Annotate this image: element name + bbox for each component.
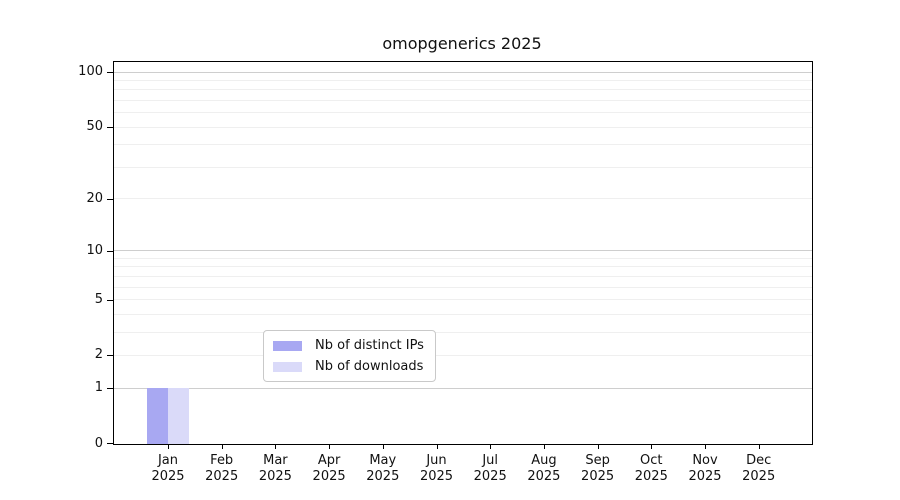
gridline-minor: [114, 99, 812, 101]
y-tick-label: 20: [86, 190, 103, 206]
x-tick-label: Jun 2025: [392, 453, 482, 485]
x-axis-tick: [221, 444, 223, 449]
y-tick-label: 1: [94, 380, 103, 396]
x-tick-label: Jul 2025: [445, 453, 535, 485]
gridline-minor: [114, 299, 812, 301]
y-tick-label: 100: [78, 64, 103, 80]
x-tick-label: Dec 2025: [714, 453, 804, 485]
x-axis-tick: [168, 444, 169, 449]
legend-item: Nb of downloads: [273, 359, 424, 374]
y-axis-tick: [107, 355, 113, 357]
x-tick-year: 2025: [742, 469, 776, 484]
x-tick-label: Aug 2025: [499, 453, 589, 485]
x-tick-year: 2025: [312, 469, 346, 484]
y-axis-tick: [107, 299, 113, 301]
y-axis-tick: [107, 250, 113, 252]
x-tick-month: Feb: [210, 453, 234, 468]
x-tick-year: 2025: [688, 469, 722, 484]
plot-area: 0 1 2 5 10 20 50 100 Jan 2025 Feb 2025 Mar 2025 Apr 202…: [78, 61, 813, 484]
x-tick-label: Mar 2025: [230, 453, 320, 485]
x-tick-label: Jan 2025: [123, 453, 213, 485]
x-axis-tick: [705, 444, 706, 449]
gridline-minor: [114, 257, 812, 259]
gridline-minor: [114, 89, 812, 91]
legend-swatch: [273, 340, 302, 351]
legend-label: Nb of downloads: [315, 359, 424, 374]
x-tick-year: 2025: [366, 469, 400, 484]
legend-item: Nb of distinct IPs: [273, 338, 424, 353]
x-tick-label: Nov 2025: [660, 453, 750, 485]
x-axis-tick: [543, 444, 545, 449]
x-tick-month: Mar: [263, 453, 288, 468]
gridline-minor: [114, 313, 812, 315]
x-tick-label: Sep 2025: [553, 453, 643, 485]
bar-downloads: [168, 388, 189, 444]
gridline-minor: [114, 144, 812, 146]
gridline-minor: [114, 198, 812, 200]
x-tick-month: Aug: [531, 453, 557, 468]
y-tick-label: 2: [94, 347, 103, 363]
x-axis-tick: [490, 444, 492, 449]
gridline-major: [114, 71, 812, 73]
gridline-minor: [114, 286, 812, 288]
x-tick-year: 2025: [258, 469, 292, 484]
gridline-minor: [114, 275, 812, 277]
bar-distinct-ips: [147, 388, 168, 444]
x-tick-label: May 2025: [338, 453, 428, 485]
x-tick-month: Oct: [640, 453, 663, 468]
x-tick-year: 2025: [419, 469, 454, 484]
y-axis-tick: [107, 127, 113, 129]
y-axis-tick: [107, 443, 113, 444]
gridline-minor: [114, 79, 812, 81]
y-axis-tick: [107, 198, 113, 200]
x-tick-year: 2025: [151, 469, 185, 484]
x-tick-label: Oct 2025: [606, 453, 696, 485]
x-tick-label: Apr 2025: [284, 453, 374, 485]
x-tick-month: Dec: [746, 453, 772, 468]
legend-swatch: [273, 361, 302, 372]
y-tick-label: 50: [86, 119, 103, 135]
gridline-major: [114, 250, 812, 252]
chart-title: omopgenerics 2025: [382, 34, 542, 53]
x-axis-tick: [275, 444, 277, 449]
x-tick-year: 2025: [473, 469, 507, 484]
gridline-major: [114, 387, 812, 389]
x-axis-tick: [597, 444, 599, 449]
gridline-minor: [114, 166, 812, 168]
y-tick-label: 10: [86, 242, 103, 258]
gridline-minor: [114, 112, 812, 114]
x-tick-label: Feb 2025: [177, 453, 267, 485]
x-axis-tick: [329, 444, 331, 449]
x-axis-tick: [382, 444, 384, 449]
x-tick-year: 2025: [205, 469, 239, 484]
legend: Nb of distinct IPs Nb of downloads: [263, 330, 436, 382]
gridline-minor: [114, 354, 812, 356]
x-axis-tick: [651, 444, 653, 449]
x-tick-year: 2025: [634, 469, 668, 484]
legend-label: Nb of distinct IPs: [315, 338, 424, 353]
y-axis-tick: [107, 72, 113, 74]
x-axis-tick: [436, 444, 438, 449]
x-tick-month: Sep: [585, 453, 610, 468]
x-tick-month: Jan: [157, 453, 179, 468]
x-tick-month: Nov: [692, 453, 718, 468]
gridline-minor: [114, 331, 812, 333]
gridline-minor: [114, 126, 812, 128]
x-tick-month: May: [369, 453, 397, 468]
x-tick-month: Jun: [426, 453, 447, 468]
x-tick-year: 2025: [581, 469, 615, 484]
x-tick-month: Jul: [482, 453, 499, 468]
y-tick-label: 5: [94, 291, 103, 307]
x-axis-tick: [758, 444, 760, 449]
gridline-minor: [114, 266, 812, 268]
x-tick-month: Apr: [317, 453, 341, 468]
x-tick-year: 2025: [527, 469, 561, 484]
y-axis-tick: [107, 388, 113, 390]
y-tick-label: 0: [94, 436, 103, 451]
